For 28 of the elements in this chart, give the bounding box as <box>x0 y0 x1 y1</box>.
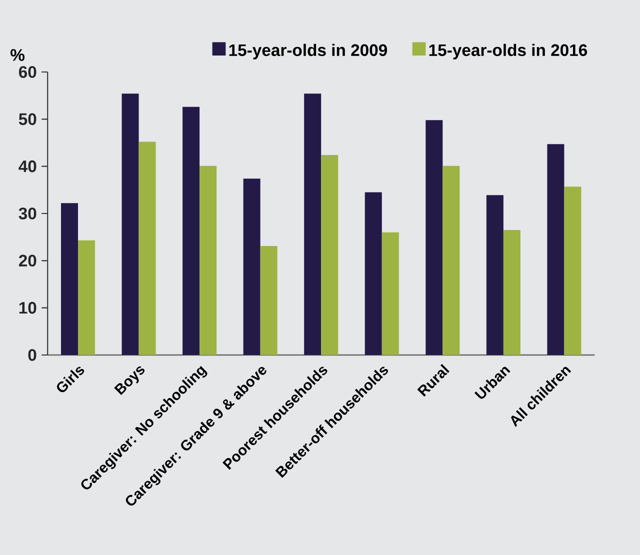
bar <box>564 186 582 355</box>
bar <box>364 192 382 355</box>
bar <box>486 195 504 355</box>
y-tick-label: 30 <box>18 208 36 220</box>
bar <box>122 94 139 355</box>
bar <box>304 94 322 355</box>
y-tick-label: 50 <box>18 113 36 126</box>
legend-label: 15-year-olds in 2016 <box>429 44 588 60</box>
bar <box>382 232 399 355</box>
bar <box>78 240 96 355</box>
bar <box>200 166 217 355</box>
bar <box>60 203 78 355</box>
bar <box>426 120 443 355</box>
y-axis-title: % <box>10 49 25 61</box>
bar <box>547 144 564 355</box>
y-tick-label: 10 <box>19 302 36 314</box>
bar <box>182 106 200 355</box>
bar <box>260 246 278 355</box>
y-tick-label: 0 <box>28 349 36 361</box>
bar <box>138 142 156 355</box>
y-tick-label: 20 <box>18 254 36 267</box>
legend-label: 15-year-olds in 2009 <box>229 44 388 60</box>
bar <box>442 166 460 355</box>
y-tick-label: 60 <box>18 66 36 78</box>
y-tick-label: 40 <box>18 160 36 172</box>
bar <box>503 230 520 355</box>
bar <box>321 155 338 355</box>
bar <box>243 178 260 355</box>
